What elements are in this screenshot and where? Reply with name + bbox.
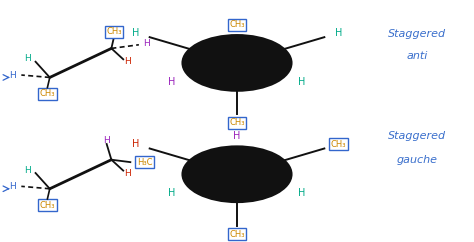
Text: H: H	[24, 166, 30, 175]
Text: CH₃: CH₃	[40, 89, 55, 98]
Text: H: H	[125, 57, 131, 66]
Circle shape	[182, 146, 292, 202]
Text: H: H	[299, 77, 306, 87]
Text: Staggered: Staggered	[388, 130, 446, 141]
Text: Staggered: Staggered	[388, 29, 446, 39]
Text: H: H	[9, 182, 16, 191]
Text: H: H	[168, 189, 175, 198]
Circle shape	[235, 173, 239, 175]
Text: CH₃: CH₃	[229, 20, 245, 29]
Text: H: H	[143, 39, 150, 48]
Text: H: H	[132, 28, 139, 38]
Text: H: H	[168, 77, 175, 87]
Text: H: H	[24, 54, 30, 63]
Text: gauche: gauche	[397, 155, 438, 165]
Text: CH₃: CH₃	[229, 230, 245, 239]
Text: H: H	[9, 70, 16, 80]
Text: H: H	[299, 189, 306, 198]
Text: H: H	[103, 136, 110, 145]
Text: H: H	[132, 139, 139, 149]
Text: CH₃: CH₃	[106, 27, 121, 37]
Circle shape	[182, 35, 292, 91]
Text: CH₃: CH₃	[40, 201, 55, 210]
Text: H₃C: H₃C	[137, 158, 152, 167]
Text: anti: anti	[406, 51, 428, 61]
Text: H: H	[125, 168, 131, 178]
Text: H: H	[233, 131, 241, 141]
Text: CH₃: CH₃	[331, 140, 346, 149]
Text: CH₃: CH₃	[229, 118, 245, 127]
Text: H: H	[335, 28, 342, 38]
Circle shape	[235, 62, 239, 64]
